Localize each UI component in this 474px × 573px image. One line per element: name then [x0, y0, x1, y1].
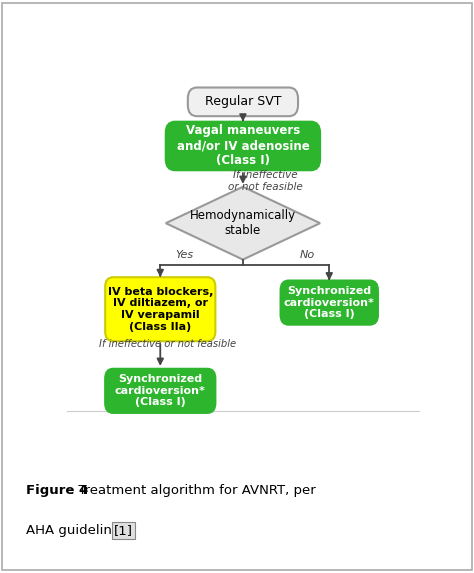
- Text: Regular SVT: Regular SVT: [205, 95, 281, 108]
- FancyBboxPatch shape: [281, 281, 378, 325]
- Text: If ineffective
or not feasible: If ineffective or not feasible: [228, 171, 302, 192]
- Text: Yes: Yes: [175, 250, 193, 260]
- FancyBboxPatch shape: [188, 88, 298, 116]
- Text: . Treatment algorithm for AVNRT, per: . Treatment algorithm for AVNRT, per: [70, 484, 316, 497]
- FancyBboxPatch shape: [105, 277, 215, 341]
- Text: No: No: [300, 250, 315, 260]
- Text: Synchronized
cardioversion*
(Class I): Synchronized cardioversion* (Class I): [115, 374, 206, 407]
- Text: AHA guidelines: AHA guidelines: [26, 524, 131, 537]
- Text: Vagal maneuvers
and/or IV adenosine
(Class I): Vagal maneuvers and/or IV adenosine (Cla…: [176, 124, 310, 167]
- Polygon shape: [166, 187, 320, 260]
- FancyBboxPatch shape: [166, 121, 320, 170]
- Text: Figure 4: Figure 4: [26, 484, 88, 497]
- Text: Synchronized
cardioversion*
(Class I): Synchronized cardioversion* (Class I): [284, 286, 374, 319]
- Text: IV beta blockers,
IV diltiazem, or
IV verapamil
(Class IIa): IV beta blockers, IV diltiazem, or IV ve…: [108, 287, 213, 332]
- Text: Hemodynamically
stable: Hemodynamically stable: [190, 209, 296, 237]
- FancyBboxPatch shape: [105, 369, 215, 413]
- Text: [1]: [1]: [114, 524, 133, 537]
- Text: If ineffective or not feasible: If ineffective or not feasible: [99, 339, 236, 348]
